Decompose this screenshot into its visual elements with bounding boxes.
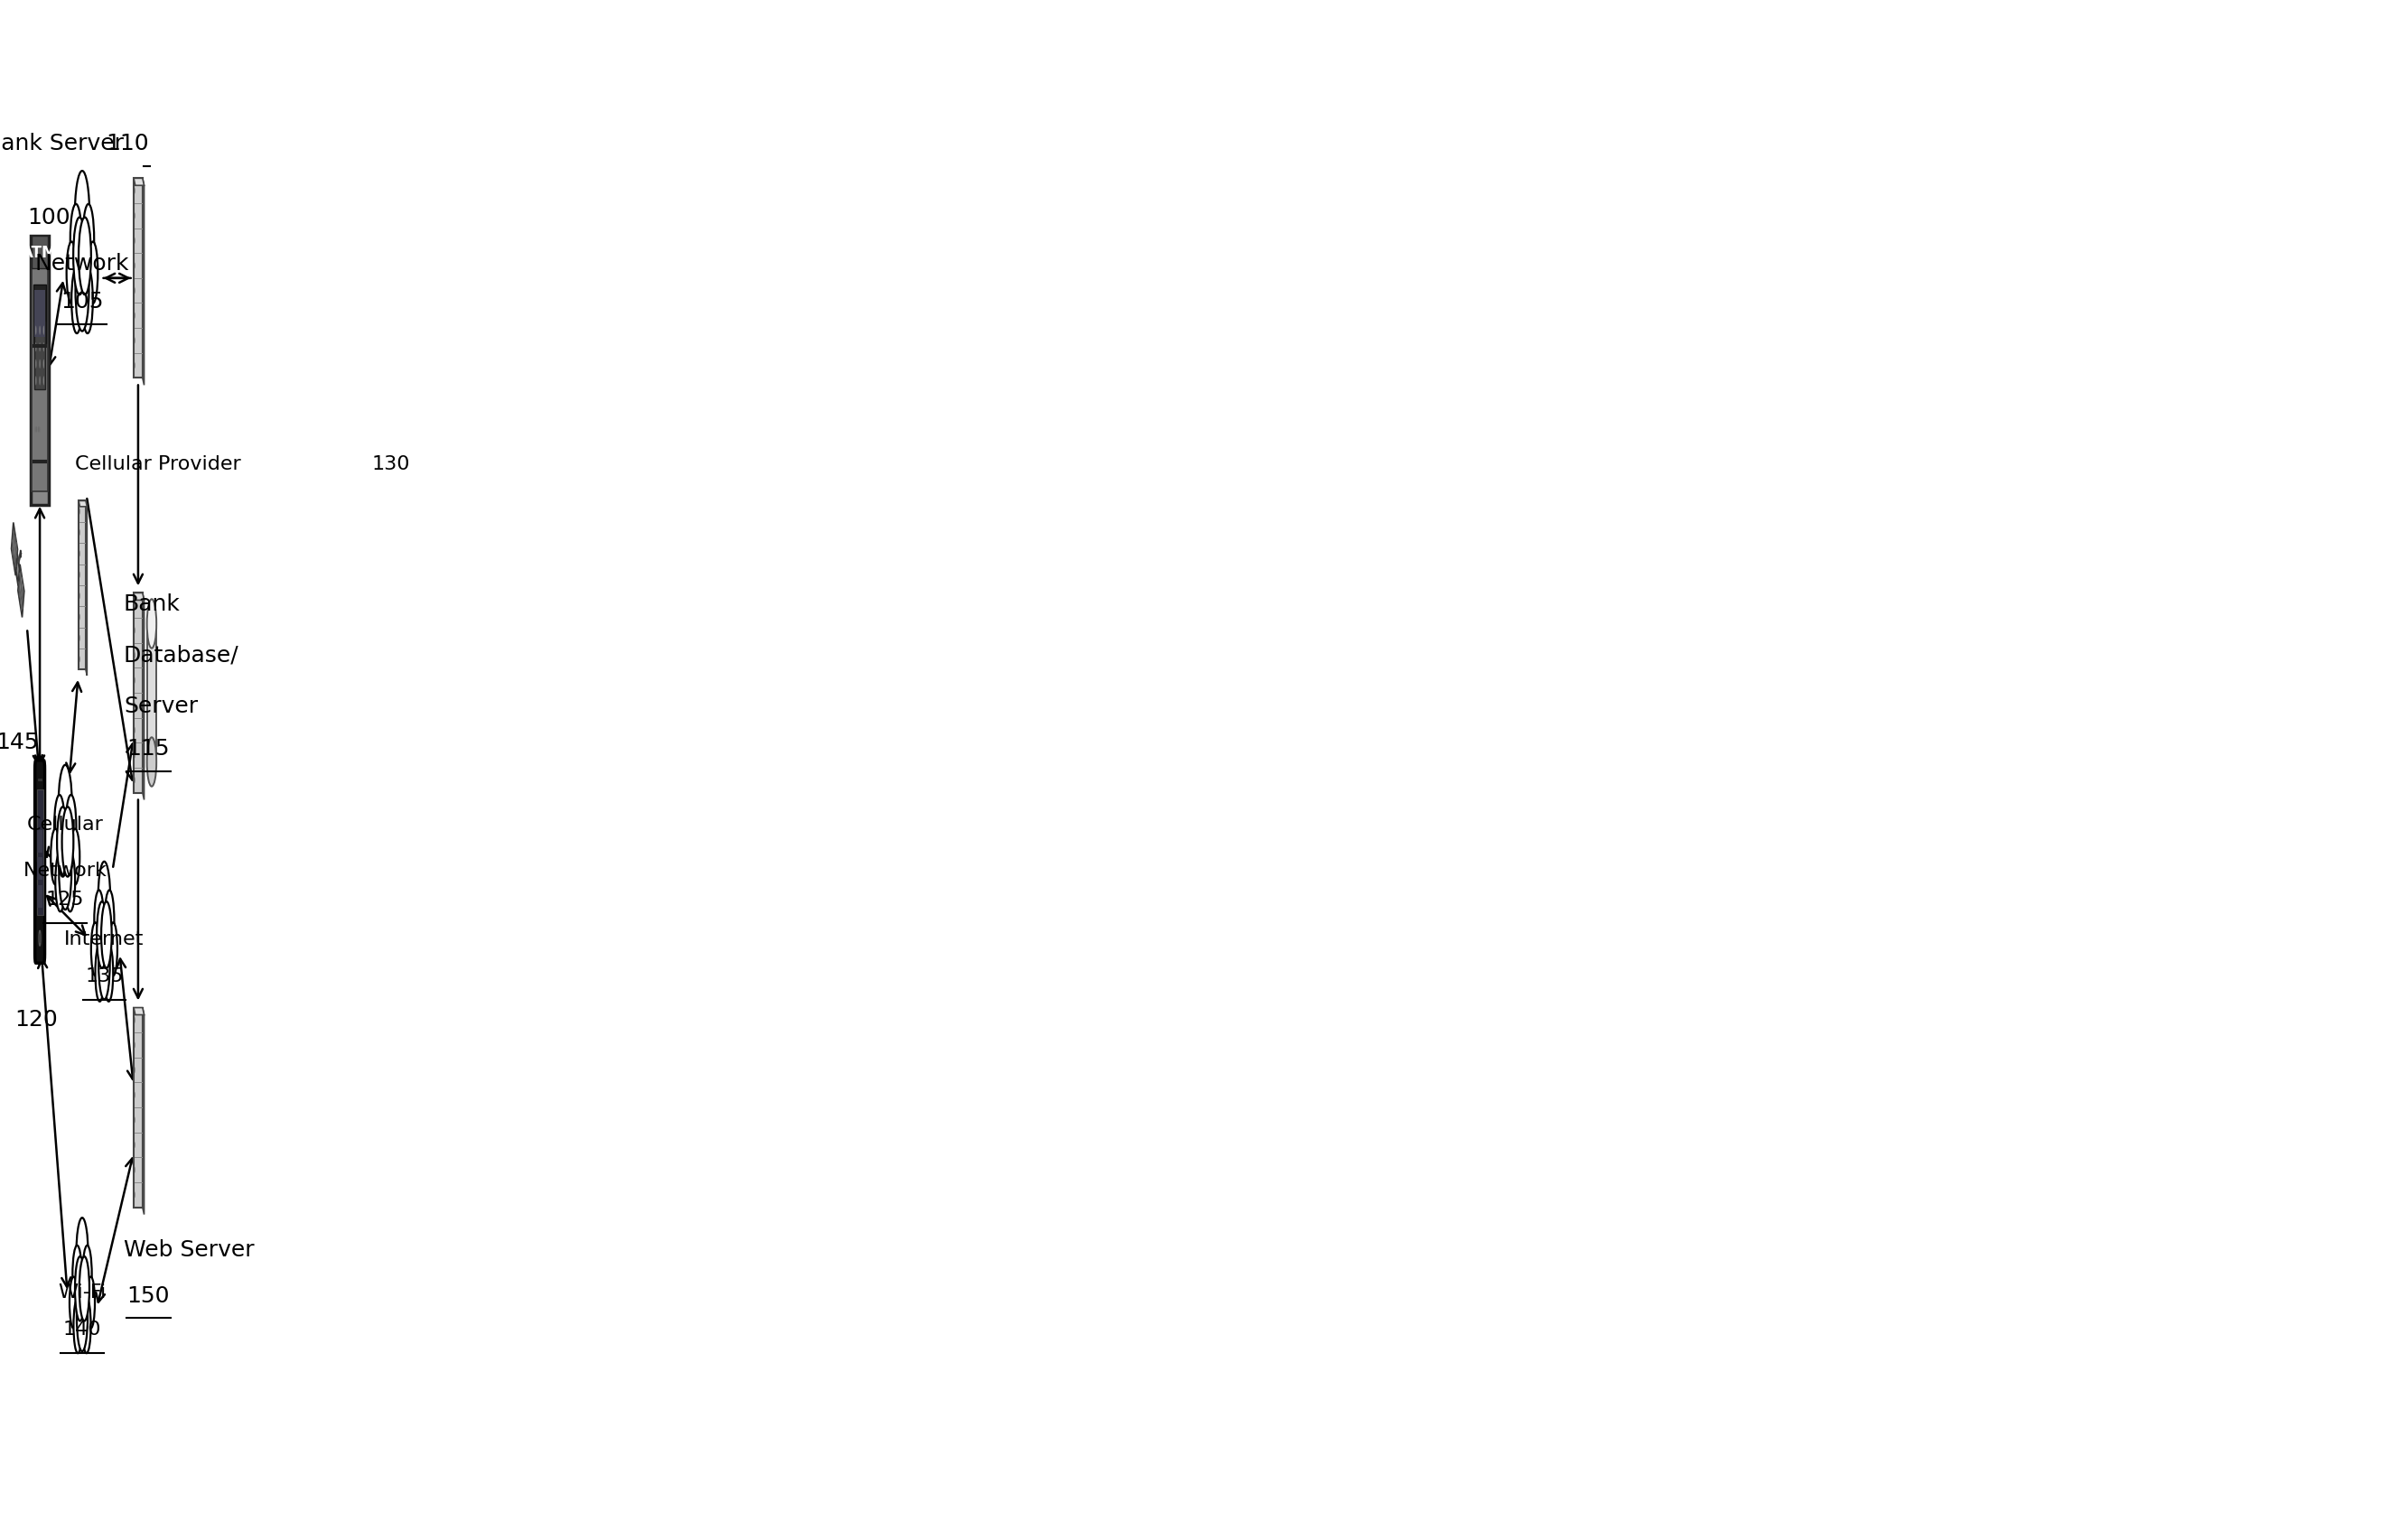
FancyBboxPatch shape	[134, 179, 142, 379]
Ellipse shape	[55, 795, 65, 859]
Text: Network: Network	[24, 861, 108, 879]
Text: 105: 105	[60, 291, 103, 313]
Text: Web Server: Web Server	[125, 1238, 254, 1260]
Text: 110: 110	[106, 132, 149, 154]
Text: Wi-Fi: Wi-Fi	[58, 1283, 106, 1301]
FancyBboxPatch shape	[34, 322, 46, 390]
FancyBboxPatch shape	[31, 237, 48, 270]
Ellipse shape	[82, 1246, 91, 1304]
Ellipse shape	[62, 807, 74, 878]
Ellipse shape	[65, 795, 77, 859]
Polygon shape	[17, 565, 24, 618]
Polygon shape	[134, 1007, 144, 1015]
FancyBboxPatch shape	[36, 885, 43, 909]
FancyBboxPatch shape	[134, 1007, 142, 1207]
Ellipse shape	[82, 268, 94, 334]
Ellipse shape	[74, 1257, 84, 1321]
Ellipse shape	[86, 1277, 96, 1329]
Ellipse shape	[77, 1218, 89, 1295]
Ellipse shape	[96, 944, 103, 1003]
Ellipse shape	[82, 1298, 91, 1354]
Polygon shape	[134, 593, 144, 601]
FancyBboxPatch shape	[34, 285, 46, 343]
Text: Cellular Provider: Cellular Provider	[74, 456, 247, 473]
Text: ATM: ATM	[22, 245, 58, 260]
Ellipse shape	[146, 599, 156, 648]
Ellipse shape	[58, 765, 72, 849]
Ellipse shape	[67, 242, 77, 305]
Ellipse shape	[108, 922, 118, 976]
Text: Server: Server	[125, 695, 197, 716]
Ellipse shape	[91, 922, 98, 976]
Text: Cellular: Cellular	[26, 815, 103, 833]
Ellipse shape	[146, 738, 156, 787]
FancyBboxPatch shape	[31, 249, 48, 491]
Ellipse shape	[65, 852, 74, 912]
Ellipse shape	[89, 242, 98, 305]
Text: 135: 135	[84, 967, 122, 984]
Text: 125: 125	[46, 890, 84, 907]
Polygon shape	[79, 502, 86, 507]
Ellipse shape	[77, 1281, 89, 1352]
FancyBboxPatch shape	[31, 237, 48, 505]
Polygon shape	[134, 179, 144, 186]
Text: Network: Network	[36, 253, 130, 274]
Ellipse shape	[98, 927, 110, 999]
Ellipse shape	[72, 268, 82, 334]
Text: 150: 150	[127, 1284, 170, 1306]
Ellipse shape	[79, 219, 91, 296]
Text: 130: 130	[372, 456, 410, 473]
Ellipse shape	[70, 829, 79, 886]
Bar	[146, 624, 156, 762]
Text: Bank: Bank	[125, 593, 180, 614]
Ellipse shape	[55, 852, 65, 912]
Ellipse shape	[60, 835, 72, 910]
Ellipse shape	[70, 1277, 77, 1329]
Text: 140: 140	[62, 1320, 101, 1338]
Ellipse shape	[103, 944, 113, 1003]
Ellipse shape	[94, 890, 103, 952]
Ellipse shape	[58, 807, 70, 878]
Ellipse shape	[98, 862, 110, 942]
FancyBboxPatch shape	[79, 502, 86, 670]
Ellipse shape	[74, 171, 89, 265]
FancyBboxPatch shape	[36, 761, 46, 964]
Ellipse shape	[74, 219, 86, 296]
Text: 145: 145	[0, 732, 38, 753]
Ellipse shape	[82, 205, 94, 276]
Polygon shape	[17, 554, 19, 587]
Text: 120: 120	[14, 1007, 58, 1030]
Text: 115: 115	[127, 738, 170, 759]
Ellipse shape	[50, 829, 60, 886]
Text: 100: 100	[26, 206, 70, 228]
FancyBboxPatch shape	[36, 858, 43, 881]
Ellipse shape	[74, 248, 89, 331]
Text: Internet: Internet	[65, 930, 144, 949]
FancyBboxPatch shape	[134, 593, 142, 793]
Ellipse shape	[72, 1246, 82, 1304]
Ellipse shape	[106, 890, 115, 952]
Polygon shape	[12, 524, 17, 576]
Text: Database/: Database/	[125, 644, 240, 665]
Text: Bank Server: Bank Server	[0, 132, 132, 154]
FancyBboxPatch shape	[34, 291, 46, 337]
FancyBboxPatch shape	[36, 790, 43, 915]
Ellipse shape	[79, 1257, 89, 1321]
Ellipse shape	[74, 1298, 82, 1354]
Ellipse shape	[96, 902, 108, 969]
FancyBboxPatch shape	[36, 830, 43, 853]
Ellipse shape	[70, 205, 82, 276]
Ellipse shape	[101, 902, 113, 969]
